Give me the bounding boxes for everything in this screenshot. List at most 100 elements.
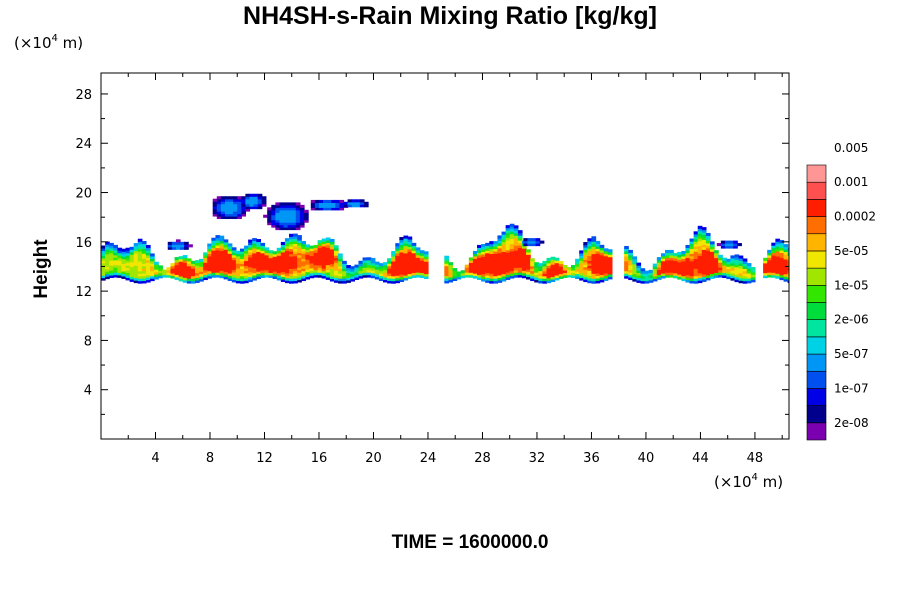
field-cell xyxy=(571,272,576,276)
field-cell xyxy=(415,247,421,251)
field-cell xyxy=(697,260,703,264)
field-cell xyxy=(207,253,212,257)
field-cell xyxy=(145,257,151,261)
field-cell xyxy=(685,264,691,268)
field-cell xyxy=(366,259,372,263)
field-cell xyxy=(211,240,217,244)
field-cell xyxy=(733,240,738,244)
field-cell xyxy=(346,279,351,283)
field-cell xyxy=(317,267,323,271)
field-cell xyxy=(513,254,519,258)
field-cell xyxy=(145,279,151,283)
field-cell xyxy=(175,246,181,250)
field-cell xyxy=(252,238,257,242)
field-cell xyxy=(716,243,722,247)
field-cell xyxy=(583,266,588,270)
field-cell xyxy=(260,262,266,266)
field-cell xyxy=(190,265,196,269)
field-cell xyxy=(125,274,131,278)
field-cell xyxy=(252,275,257,279)
field-cell xyxy=(505,257,511,261)
field-cell xyxy=(407,261,413,265)
field-cell xyxy=(709,256,715,260)
field-cell xyxy=(587,260,593,264)
field-cell xyxy=(472,250,478,254)
field-cell xyxy=(284,238,290,242)
field-cell xyxy=(497,240,503,244)
field-cell xyxy=(280,254,286,258)
field-cell xyxy=(509,223,515,227)
field-cell xyxy=(709,241,715,245)
field-cell xyxy=(133,267,139,271)
field-cell xyxy=(656,264,662,268)
field-cell xyxy=(309,255,315,259)
field-cell xyxy=(272,266,278,270)
field-cell xyxy=(603,253,609,257)
field-cell xyxy=(521,245,527,249)
field-cell xyxy=(215,264,221,268)
field-cell xyxy=(293,272,298,277)
field-cell xyxy=(374,271,380,275)
field-cell xyxy=(113,259,118,263)
field-cell xyxy=(742,268,748,272)
field-cell xyxy=(219,238,225,242)
field-cell xyxy=(239,270,245,274)
field-cell xyxy=(241,211,247,215)
field-cell xyxy=(203,264,208,268)
field-cell xyxy=(399,241,405,246)
field-cell xyxy=(141,245,147,249)
field-cell xyxy=(628,259,633,263)
field-cell xyxy=(697,225,703,229)
field-cell xyxy=(207,248,212,252)
field-cell xyxy=(624,255,629,259)
field-cell xyxy=(276,257,282,261)
field-cell xyxy=(648,277,654,281)
field-cell xyxy=(452,277,458,282)
field-cell xyxy=(705,267,711,271)
field-cell xyxy=(137,275,143,279)
field-cell xyxy=(257,193,263,197)
field-cell xyxy=(276,274,282,278)
field-cell xyxy=(387,270,392,274)
field-cell xyxy=(738,270,744,274)
field-cell xyxy=(244,248,249,252)
field-cell xyxy=(587,280,593,284)
field-cell xyxy=(109,274,114,279)
field-cell xyxy=(783,244,789,248)
field-cell xyxy=(101,275,106,279)
field-cell xyxy=(575,266,580,270)
field-cell xyxy=(527,238,533,242)
field-cell xyxy=(444,277,450,281)
field-cell xyxy=(227,270,233,274)
field-cell xyxy=(497,250,503,254)
field-cell xyxy=(423,261,429,265)
field-cell xyxy=(101,245,106,249)
field-cell xyxy=(521,257,527,262)
field-cell xyxy=(244,280,249,284)
field-cell xyxy=(656,262,662,266)
field-cell xyxy=(722,260,727,264)
field-cell xyxy=(141,260,147,264)
field-cell xyxy=(220,206,226,210)
field-cell xyxy=(607,266,613,270)
field-cell xyxy=(489,253,494,257)
field-cell xyxy=(219,265,225,269)
field-cell xyxy=(587,243,593,247)
field-cell xyxy=(481,263,486,267)
field-cell xyxy=(534,279,539,283)
field-cell xyxy=(746,275,752,279)
field-cell xyxy=(195,262,200,266)
field-cell xyxy=(207,275,212,279)
field-cell xyxy=(526,259,531,263)
field-cell xyxy=(211,247,217,251)
field-cell xyxy=(252,272,257,276)
field-cell xyxy=(223,271,229,275)
field-cell xyxy=(603,258,609,262)
field-cell xyxy=(583,271,588,275)
field-cell xyxy=(538,270,544,274)
field-cell xyxy=(685,272,691,276)
field-cell xyxy=(289,253,294,257)
field-cell xyxy=(628,269,633,273)
colorbar-swatch xyxy=(806,164,827,183)
field-cell xyxy=(689,253,695,257)
